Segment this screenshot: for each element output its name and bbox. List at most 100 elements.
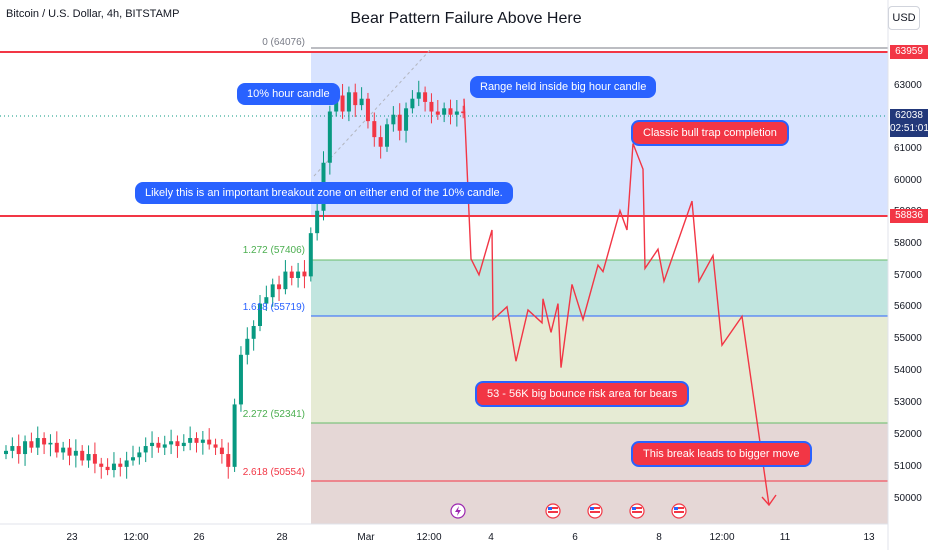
currency-selector[interactable]: USD	[888, 6, 920, 30]
candle-body	[219, 447, 224, 455]
chart-title: Bear Pattern Failure Above Here	[350, 10, 582, 27]
candle-body	[461, 111, 466, 114]
candle-body	[289, 271, 294, 278]
y-tick: 56000	[894, 301, 922, 312]
candle-body	[264, 297, 269, 304]
candle-body	[137, 452, 142, 458]
x-tick: 6	[572, 532, 578, 543]
candle-body	[86, 454, 91, 461]
candle-body	[238, 354, 243, 405]
candle-body	[327, 111, 332, 163]
candle-body	[61, 447, 66, 453]
projection-arrow-icon	[761, 494, 777, 507]
candle-body	[429, 101, 434, 112]
candle-body	[283, 271, 288, 290]
event-icons	[450, 503, 687, 519]
y-tick: 55000	[894, 333, 922, 344]
x-tick: 11	[780, 532, 791, 543]
us-flag-event-icon-1[interactable]	[545, 503, 561, 519]
fib-label-2618: 2.618 (50554)	[243, 467, 305, 478]
y-tick: 63000	[894, 80, 922, 91]
note-10pct-candle[interactable]: 10% hour candle	[237, 83, 340, 105]
y-tick: 51000	[894, 461, 922, 472]
candle-body	[315, 210, 320, 234]
candle-body	[99, 463, 104, 467]
candle-body	[423, 92, 428, 102]
current-price-value: 62038	[895, 110, 923, 121]
fib-label-2272: 2.272 (52341)	[243, 409, 305, 420]
x-tick: 26	[193, 532, 205, 543]
candle-body	[207, 439, 212, 445]
candle-body	[435, 111, 440, 115]
candle-body	[10, 446, 15, 451]
candle-body	[378, 137, 383, 147]
us-flag-event-icon-3[interactable]	[629, 503, 645, 519]
fib-label-1618: 1.618 (55719)	[243, 302, 305, 313]
candle-body	[442, 108, 447, 115]
x-tick: Mar	[357, 532, 375, 543]
candle-body	[372, 121, 377, 138]
y-tick: 57000	[894, 270, 922, 281]
candle-body	[143, 446, 148, 453]
candle-body	[169, 441, 174, 445]
us-flag-event-icon-2[interactable]	[587, 503, 603, 519]
candle-body	[416, 92, 421, 99]
candle-body	[359, 98, 364, 106]
projection-path	[463, 98, 770, 506]
x-tick: 12:00	[709, 532, 734, 543]
candle-body	[226, 454, 231, 467]
candle-body	[124, 460, 129, 467]
candle-body	[270, 284, 275, 298]
fib-label-0: 0 (64076)	[262, 37, 305, 48]
us-flag-event-icon-4[interactable]	[671, 503, 687, 519]
note-breakout-zone[interactable]: Likely this is an important breakout zon…	[135, 182, 513, 204]
symbol-label[interactable]: Bitcoin / U.S. Dollar, 4h, BITSTAMP	[6, 8, 180, 20]
price-tag-63959: 63959	[890, 45, 928, 59]
candle-body	[175, 441, 180, 447]
candle-body	[150, 442, 155, 447]
bar-countdown: 02:51:01	[890, 123, 929, 134]
y-axis-ticks: 50000 51000 52000 53000 54000 55000 5600…	[894, 80, 922, 504]
x-tick: 12:00	[416, 532, 441, 543]
candle-body	[296, 271, 301, 278]
candle-body	[302, 271, 307, 277]
candle-body	[105, 466, 110, 471]
x-tick: 13	[863, 532, 875, 543]
candle-body	[258, 303, 262, 326]
note-break-bigger-move[interactable]: This break leads to bigger move	[631, 441, 812, 467]
fib-label-1272: 1.272 (57406)	[243, 245, 305, 256]
y-tick: 54000	[894, 365, 922, 376]
candle-body	[111, 463, 116, 471]
candle-body	[454, 111, 459, 115]
x-tick: 4	[488, 532, 494, 543]
candle-body	[118, 463, 123, 467]
y-tick: 58000	[894, 238, 922, 249]
candle-body	[4, 450, 8, 455]
y-tick: 52000	[894, 429, 922, 440]
candle-body	[194, 438, 199, 443]
candle-body	[397, 114, 402, 131]
candle-body	[340, 95, 345, 112]
x-tick: 28	[276, 532, 288, 543]
candle-body	[353, 92, 358, 106]
candle-body	[404, 108, 409, 131]
candle-body	[131, 457, 135, 461]
candle-body	[448, 108, 453, 115]
note-bull-trap[interactable]: Classic bull trap completion	[631, 120, 789, 146]
candle-body	[54, 442, 59, 453]
note-range-held[interactable]: Range held inside big hour candle	[470, 76, 657, 98]
candle-body	[162, 444, 167, 448]
candle-body	[48, 442, 53, 445]
candle-body	[73, 450, 78, 456]
trend-dashed-line	[313, 49, 431, 177]
note-bounce-risk[interactable]: 53 - 56K big bounce risk area for bears	[475, 381, 690, 407]
fib-labels: 0 (64076) 1.272 (57406) 1.618 (55719) 2.…	[243, 37, 305, 478]
candle-body	[365, 98, 370, 122]
candle-body	[410, 98, 415, 109]
current-price-tag: 62038 02:51:01	[890, 109, 929, 137]
fib-zone-green	[311, 260, 888, 316]
lightning-glyph-icon	[455, 506, 461, 516]
x-tick: 23	[66, 532, 78, 543]
candle-body	[16, 446, 21, 455]
